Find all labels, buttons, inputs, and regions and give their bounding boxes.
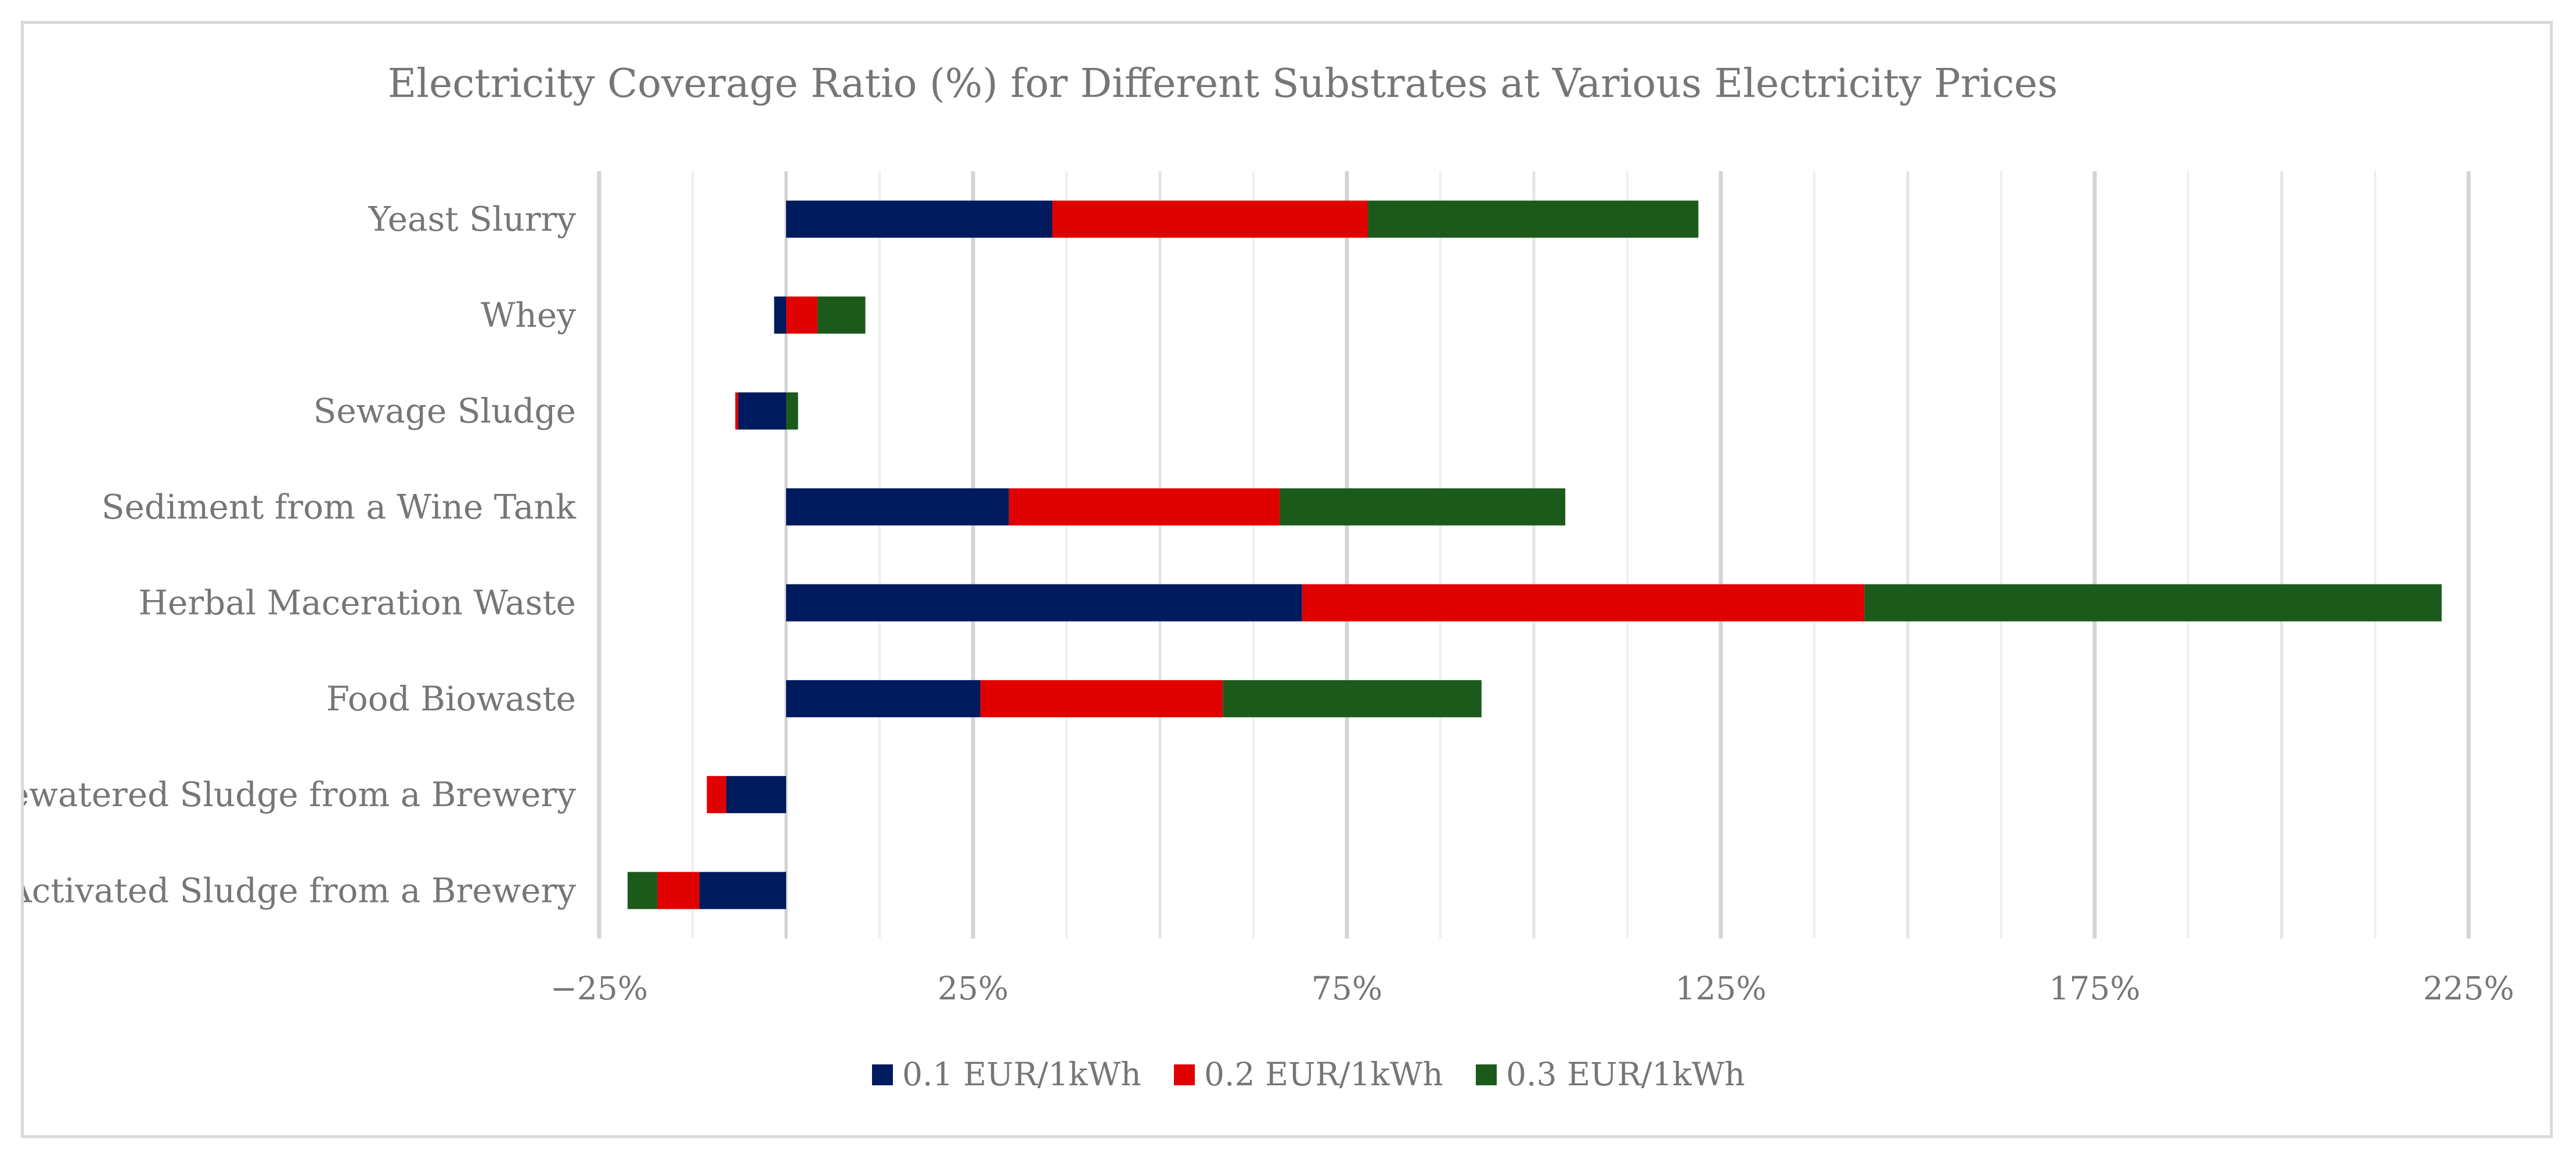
bar-segment <box>627 872 658 909</box>
bar-segment <box>786 392 798 430</box>
chart-svg: Electricity Coverage Ratio (%) for Diffe… <box>24 61 2514 1093</box>
category-label: Dewatered Sludge from a Brewery <box>24 775 576 814</box>
legend-label: 0.1 EUR/1kWh <box>902 1056 1141 1093</box>
legend-label: 0.2 EUR/1kWh <box>1204 1056 1443 1093</box>
bar-segment <box>1864 584 2442 622</box>
category-label: Food Biowaste <box>326 679 576 718</box>
legend-label: 0.3 EUR/1kWh <box>1506 1056 1745 1093</box>
category-label: Activated Sludge from a Brewery <box>24 871 576 910</box>
bar-segment <box>738 392 786 430</box>
bar-segment <box>1368 200 1699 238</box>
bar-segment <box>657 872 700 909</box>
grid-layer <box>597 171 2471 938</box>
x-tick-label: 175% <box>2049 970 2140 1007</box>
category-label: Herbal Maceration Waste <box>138 583 576 623</box>
bar-segment <box>1008 488 1280 526</box>
bar-segment <box>817 296 866 334</box>
bar-segment <box>786 584 1302 622</box>
x-tick-label: 75% <box>1312 970 1382 1007</box>
bar-segment <box>1280 488 1566 526</box>
bar-segment <box>1223 680 1482 717</box>
bar-segment <box>774 296 786 334</box>
bar-segment <box>735 392 738 430</box>
legend-swatch <box>872 1064 893 1085</box>
legend-swatch <box>1174 1064 1195 1085</box>
category-label: Whey <box>481 295 576 335</box>
legend: 0.1 EUR/1kWh 0.2 EUR/1kWh 0.3 EUR/1kWh <box>872 1056 1745 1093</box>
bar-layer <box>627 200 2442 909</box>
chart-frame: Electricity Coverage Ratio (%) for Diffe… <box>21 21 2553 1138</box>
bar-segment <box>1302 584 1865 622</box>
legend-item: 0.2 EUR/1kWh <box>1174 1056 1443 1093</box>
bar-segment <box>726 776 786 814</box>
x-tick-label: −25% <box>550 970 648 1007</box>
bar-segment <box>980 680 1223 717</box>
chart-title: Electricity Coverage Ratio (%) for Diffe… <box>388 61 2058 107</box>
legend-item: 0.1 EUR/1kWh <box>872 1056 1141 1093</box>
category-label: Yeast Slurry <box>368 200 576 239</box>
legend-swatch <box>1476 1064 1497 1085</box>
x-tick-label: 25% <box>938 970 1008 1007</box>
bar-segment <box>707 776 726 814</box>
bar-segment <box>786 680 981 717</box>
x-tick-label: 125% <box>1675 970 1766 1007</box>
legend-item: 0.3 EUR/1kWh <box>1476 1056 1745 1093</box>
bar-segment <box>786 488 1009 526</box>
bar-segment <box>1052 200 1368 238</box>
category-labels: Yeast Slurry Whey Sewage Sludge Sediment fr… <box>24 200 577 911</box>
x-axis-tick-labels: −25% 25% 75% 125% 175% 225% <box>550 970 2514 1007</box>
bar-segment <box>699 872 786 909</box>
bar-segment <box>786 296 818 334</box>
category-label: Sediment from a Wine Tank <box>102 487 577 526</box>
x-tick-label: 225% <box>2423 970 2514 1007</box>
category-label: Sewage Sludge <box>314 391 576 431</box>
bar-segment <box>786 200 1053 238</box>
